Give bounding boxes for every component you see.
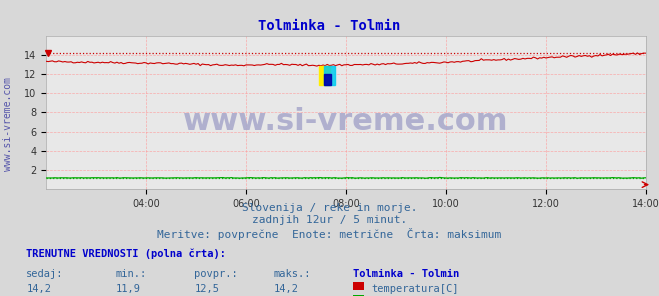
- Text: sedaj:: sedaj:: [26, 269, 64, 279]
- Text: maks.:: maks.:: [273, 269, 311, 279]
- Text: 14,2: 14,2: [26, 284, 51, 294]
- Text: TRENUTNE VREDNOSTI (polna črta):: TRENUTNE VREDNOSTI (polna črta):: [26, 249, 226, 259]
- Text: 12,5: 12,5: [194, 284, 219, 294]
- Text: 11,9: 11,9: [115, 284, 140, 294]
- Text: povpr.:: povpr.:: [194, 269, 238, 279]
- Bar: [324, 66, 335, 85]
- Text: www.si-vreme.com: www.si-vreme.com: [3, 77, 13, 171]
- Text: min.:: min.:: [115, 269, 146, 279]
- Text: Tolminka - Tolmin: Tolminka - Tolmin: [258, 19, 401, 33]
- Text: 14,2: 14,2: [273, 284, 299, 294]
- Text: Tolminka - Tolmin: Tolminka - Tolmin: [353, 269, 459, 279]
- Text: Meritve: povprečne  Enote: metrične  Črta: maksimum: Meritve: povprečne Enote: metrične Črta:…: [158, 228, 501, 240]
- Bar: [324, 74, 331, 85]
- Text: Slovenija / reke in morje.: Slovenija / reke in morje.: [242, 203, 417, 213]
- Text: zadnjih 12ur / 5 minut.: zadnjih 12ur / 5 minut.: [252, 215, 407, 226]
- Bar: [319, 66, 330, 85]
- Text: temperatura[C]: temperatura[C]: [371, 284, 459, 294]
- Text: www.si-vreme.com: www.si-vreme.com: [183, 107, 509, 136]
